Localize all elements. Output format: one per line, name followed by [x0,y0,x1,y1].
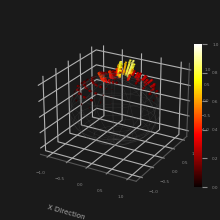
X-axis label: X Direction: X Direction [46,204,85,220]
